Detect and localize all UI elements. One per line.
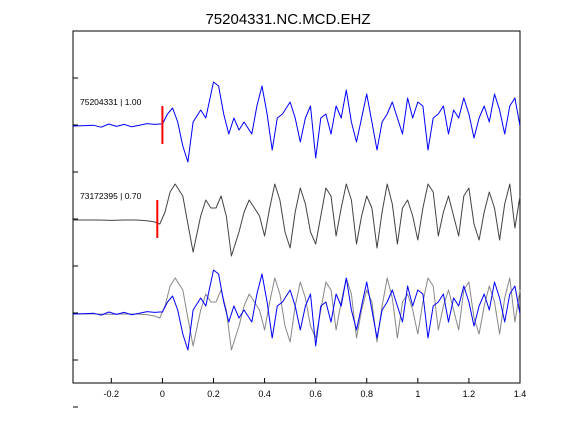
x-tick-label: 0.6 [309, 389, 322, 399]
trace-secondary [73, 183, 521, 257]
plot-frame [72, 30, 521, 384]
overlay-trace-primary [72, 269, 521, 351]
x-axis: -0.2 0 0.2 0.4 0.6 0.8 1 1.2 1.4 [104, 378, 527, 399]
x-tick-label: 0.4 [258, 389, 271, 399]
x-tick-label: 0.2 [207, 389, 220, 399]
x-tick-label: 1.2 [463, 389, 476, 399]
overlay-trace-secondary [73, 277, 521, 351]
trace-label-primary: 75204331 | 1.00 [80, 97, 142, 107]
x-tick-label: 1 [415, 389, 420, 399]
traces [72, 81, 521, 351]
trace-label-secondary: 73172395 | 0.70 [80, 191, 142, 201]
x-tick-label: 1.4 [514, 389, 527, 399]
x-tick-label: 0.8 [360, 389, 373, 399]
chart-title: 75204331.NC.MCD.EHZ [205, 11, 370, 28]
x-tick-label: -0.2 [104, 389, 120, 399]
y-ticks [73, 77, 78, 408]
x-tick-label: 0 [160, 389, 165, 399]
trace-primary [72, 81, 521, 163]
